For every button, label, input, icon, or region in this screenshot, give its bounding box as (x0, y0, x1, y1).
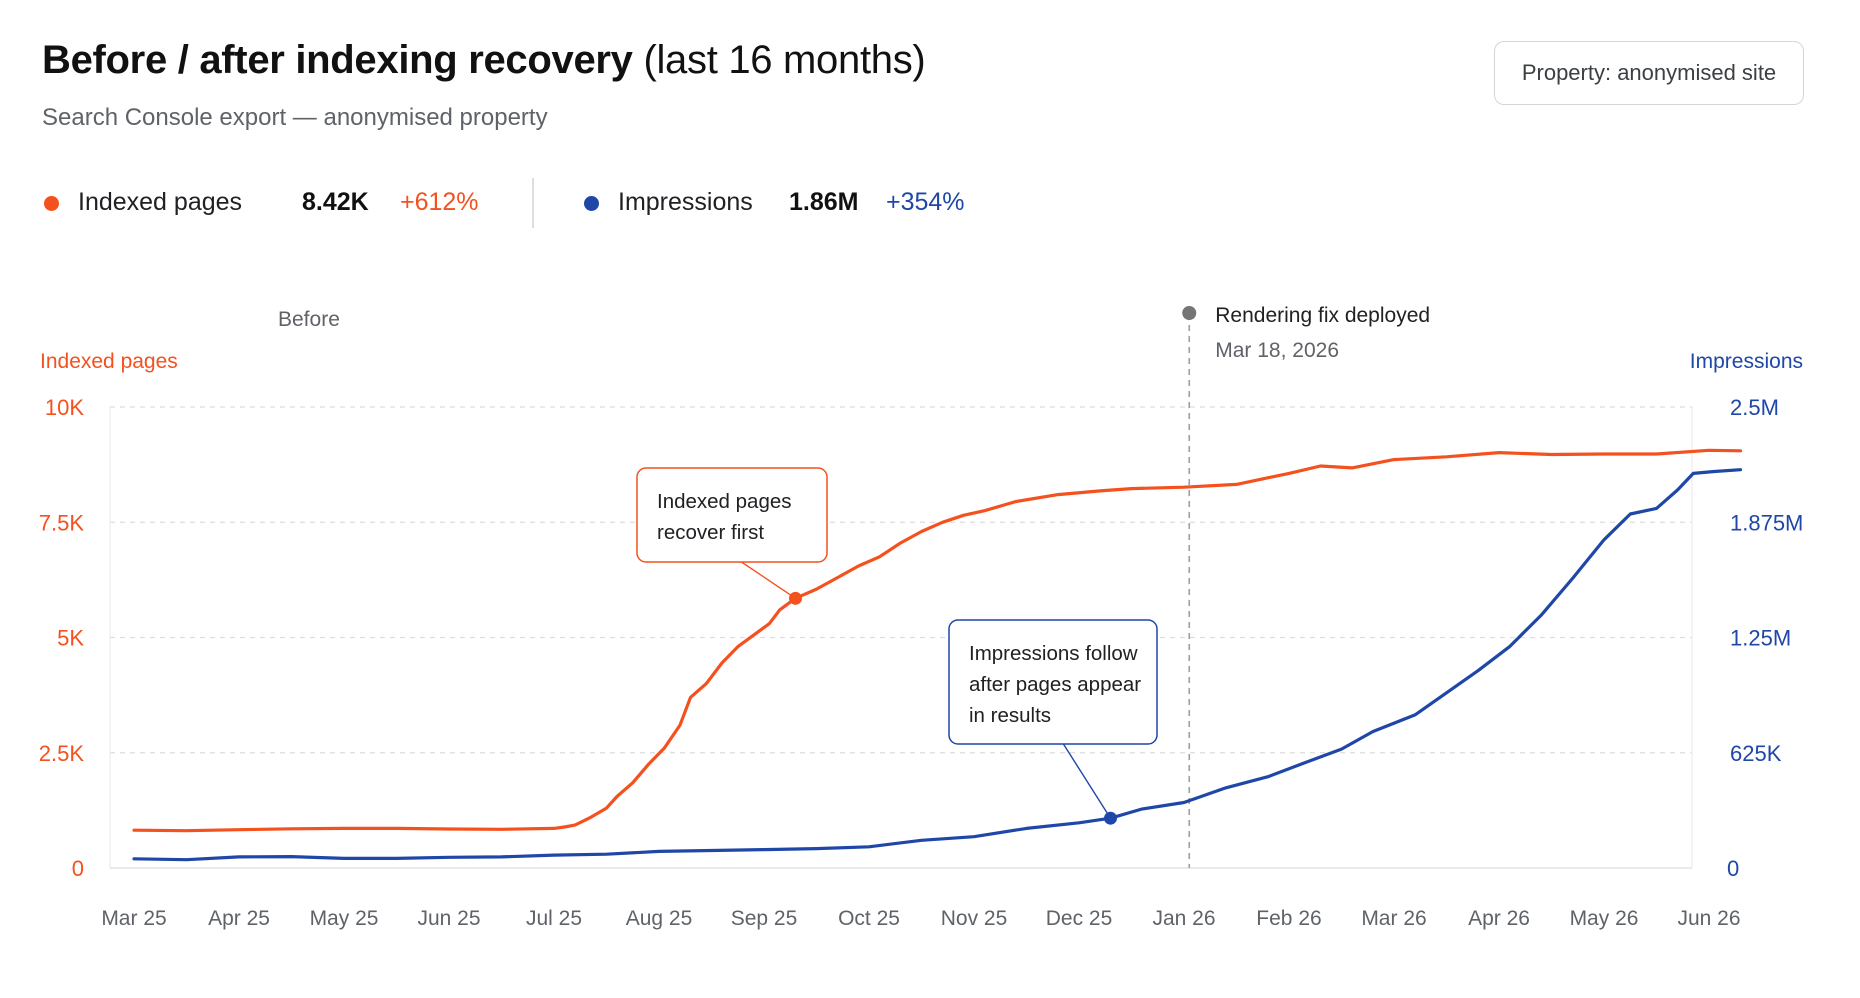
title-suffix: (last 16 months) (643, 38, 926, 82)
indexed-callout-box (636, 467, 828, 563)
impressions-callout-text: in results (969, 704, 1051, 727)
indexed-callout-leader-line (741, 561, 796, 599)
deploy-marker-dot-icon (1182, 306, 1197, 320)
x-axis-tick-label: Mar 26 (1361, 907, 1426, 930)
impressions-total-value: 1.86M (789, 188, 859, 216)
x-axis-tick-label: Jun 26 (1677, 907, 1740, 930)
indexed-legend-dot-icon (44, 196, 59, 211)
metric-legend: Indexed pages 8.42K +612% Impressions 1.… (0, 178, 1100, 228)
right-axis-tick-label: 2.5M (1730, 395, 1779, 420)
x-axis-tick-label: Mar 25 (101, 907, 166, 930)
right-axis-title: Impressions (1690, 350, 1803, 373)
legend-divider (532, 178, 534, 228)
deploy-marker-title: Rendering fix deployed (1215, 304, 1430, 327)
left-axis-tick-label: 0 (72, 856, 84, 881)
x-axis-tick-label: Feb 26 (1256, 907, 1321, 930)
before-period-label: Before (278, 308, 340, 331)
impressions-change-value: +354% (886, 188, 965, 216)
x-axis-tick-label: May 26 (1570, 907, 1639, 930)
left-axis-tick-label: 10K (45, 395, 84, 420)
impressions-callout-box (948, 619, 1158, 745)
impressions-legend-dot-icon (584, 196, 599, 211)
left-axis-title: Indexed pages (40, 350, 178, 373)
impressions-callout-text: Impressions follow (969, 642, 1138, 665)
x-axis-tick-label: May 25 (310, 907, 379, 930)
left-axis-tick-label: 7.5K (39, 510, 85, 535)
right-axis-tick-label: 0 (1727, 856, 1739, 881)
x-axis-tick-label: Apr 26 (1468, 907, 1530, 930)
indexed-callout-text: recover first (657, 521, 764, 544)
indexed-callout-text: Indexed pages (657, 490, 792, 513)
property-selector-button[interactable]: Property: anonymised site (1494, 41, 1804, 105)
x-axis-tick-label: Nov 25 (941, 907, 1008, 930)
x-axis-tick-label: Jul 25 (526, 907, 582, 930)
impressions-callout-text: after pages appear (969, 673, 1141, 696)
x-axis-tick-label: Aug 25 (626, 907, 693, 930)
x-axis-tick-label: Dec 25 (1046, 907, 1113, 930)
indexed-pages-series-line (132, 448, 1743, 833)
x-axis-tick-label: Apr 25 (208, 907, 270, 930)
indexed-change-value: +612% (400, 188, 479, 216)
page-title: Before / after indexing recovery (last 1… (42, 38, 926, 83)
x-axis-tick-label: Sep 25 (731, 907, 798, 930)
right-axis-tick-label: 1.25M (1730, 626, 1791, 651)
indexed-total-value: 8.42K (302, 188, 369, 216)
title-main: Before / after indexing recovery (42, 38, 633, 82)
indexed-legend-label: Indexed pages (78, 188, 243, 216)
indexed-highlight-point (789, 591, 802, 605)
x-axis-tick-label: Jun 25 (417, 907, 480, 930)
impressions-legend-label: Impressions (618, 188, 753, 216)
deploy-marker-date: Mar 18, 2026 (1215, 339, 1339, 362)
right-axis-tick-label: 625K (1730, 741, 1782, 766)
impressions-series-line (132, 468, 1743, 862)
x-axis-tick-label: Jan 26 (1152, 907, 1215, 930)
right-axis-tick-label: 1.875M (1730, 510, 1803, 535)
impressions-callout-leader-line (1062, 743, 1112, 819)
impressions-highlight-point (1104, 811, 1117, 825)
page-subtitle: Search Console export — anonymised prope… (42, 104, 548, 131)
left-axis-tick-label: 2.5K (39, 741, 85, 766)
x-axis-tick-label: Oct 25 (838, 907, 900, 930)
left-axis-tick-label: 5K (57, 626, 84, 651)
